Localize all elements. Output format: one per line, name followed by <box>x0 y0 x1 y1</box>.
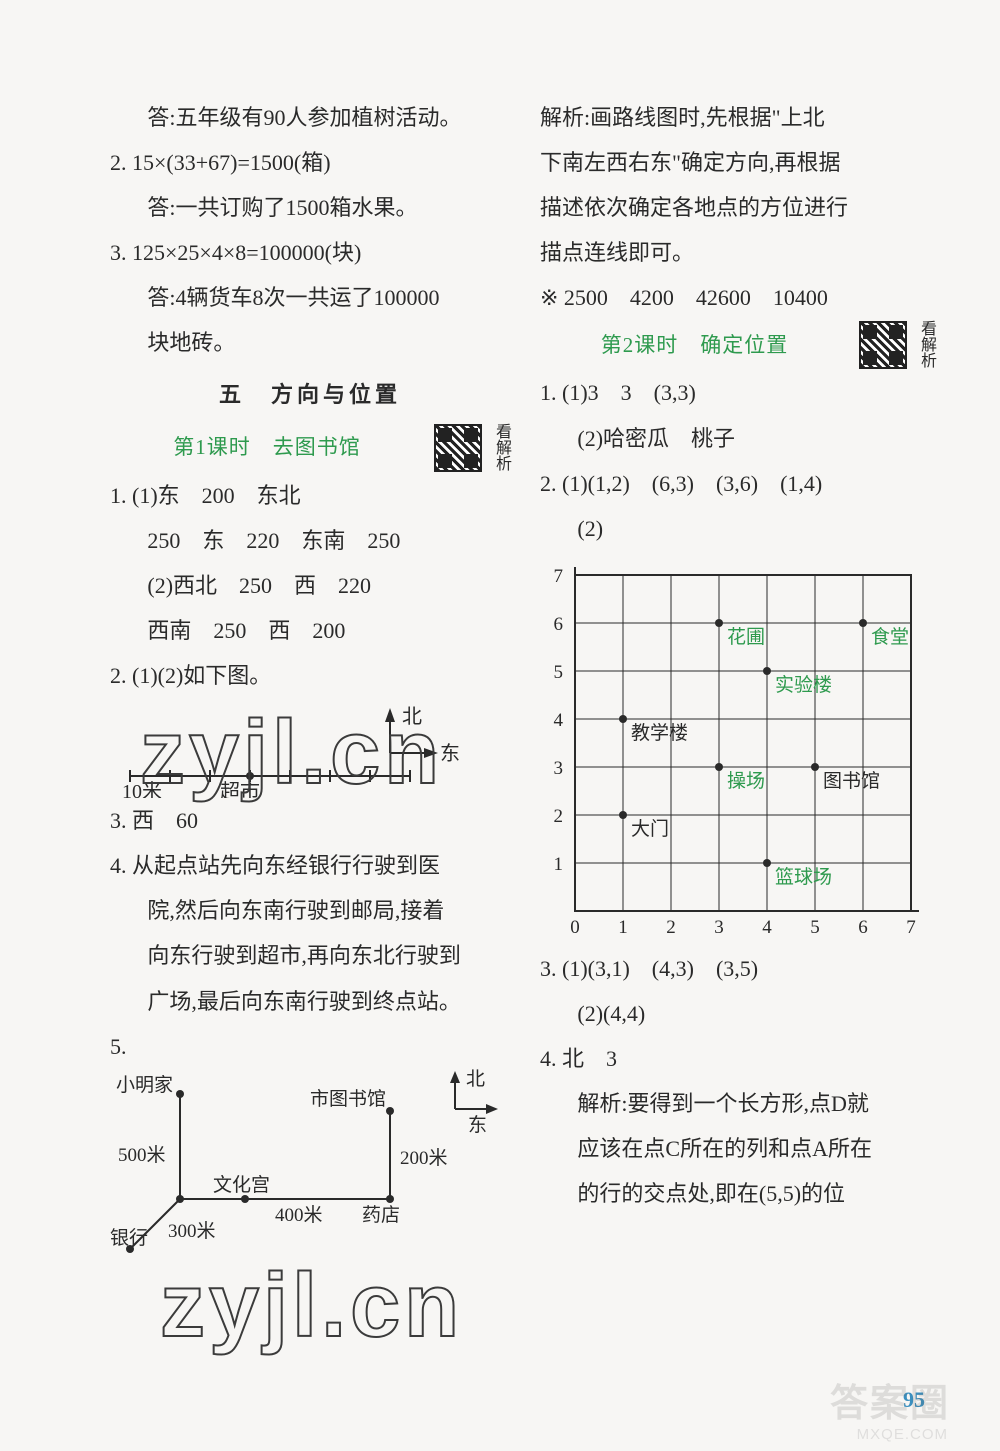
svg-text:7: 7 <box>906 917 916 938</box>
svg-text:1: 1 <box>554 854 564 875</box>
answer-line: 答:五年级有90人参加植树活动。 <box>110 95 510 140</box>
route-diagram: 北 东 小明家 市图书馆 文化宫 药店 银行 <box>110 1069 510 1269</box>
analysis-line: 解析:画路线图时,先根据"上北 <box>540 95 935 140</box>
lesson-2-header: 第2课时 确定位置 看解析 <box>540 320 935 370</box>
svg-text:花圃: 花圃 <box>727 626 765 648</box>
analysis-line: 的行的交点处,即在(5,5)的位 <box>540 1171 935 1216</box>
dist-500: 500米 <box>118 1144 166 1166</box>
question-5: 5. <box>110 1024 510 1069</box>
svg-text:篮球场: 篮球场 <box>775 866 832 888</box>
analysis-line: 应该在点C所在的列和点A所在 <box>540 1126 935 1171</box>
analysis-line: 描点连线即可。 <box>540 230 935 275</box>
question-4-line: 向东行驶到超市,再向东北行驶到 <box>110 933 510 978</box>
question-1-1: 1. (1)东 200 东北 <box>110 473 510 518</box>
svg-text:6: 6 <box>858 917 868 938</box>
lesson-2-title: 第2课时 确定位置 <box>540 324 849 367</box>
svg-text:图书馆: 图书馆 <box>823 770 880 792</box>
r-question-3-1: 3. (1)(3,1) (4,3) (3,5) <box>540 946 935 991</box>
pharmacy-label: 药店 <box>362 1204 400 1226</box>
svg-text:2: 2 <box>554 806 564 827</box>
svg-text:操场: 操场 <box>727 770 765 792</box>
north-label: 北 <box>402 705 422 728</box>
r-question-2-1: 2. (1)(1,2) (6,3) (3,6) (1,4) <box>540 461 935 506</box>
analysis-line: 描述依次确定各地点的方位进行 <box>540 185 935 230</box>
problem-2: 2. 15×(33+67)=1500(箱) <box>110 140 510 185</box>
coordinate-grid: 0 1 2 3 4 5 6 7 1 2 3 4 5 6 7 花圃 食堂实验楼教学楼操场 图书馆大门篮球场 <box>540 551 935 946</box>
svg-text:教学楼: 教学楼 <box>631 722 688 744</box>
qr-code-icon <box>434 424 482 472</box>
qr-label: 看解析 <box>492 423 510 473</box>
svg-text:5: 5 <box>810 917 820 938</box>
svg-text:0: 0 <box>570 917 580 938</box>
answer-line: 答:一共订购了1500箱水果。 <box>110 185 510 230</box>
svg-text:4: 4 <box>554 710 564 731</box>
svg-text:1: 1 <box>618 917 628 938</box>
svg-text:6: 6 <box>554 614 564 635</box>
answer-line: 块地砖。 <box>110 320 510 365</box>
east-label: 东 <box>440 742 460 765</box>
stamp-url: MXQE.COM <box>857 1426 948 1443</box>
library-label: 市图书馆 <box>310 1088 386 1110</box>
r-question-1-1: 1. (1)3 3 (3,3) <box>540 370 935 415</box>
culture-label: 文化宫 <box>213 1174 270 1196</box>
north-label: 北 <box>466 1069 485 1090</box>
chapter-title: 五 方向与位置 <box>110 372 510 417</box>
svg-text:食堂: 食堂 <box>871 626 909 648</box>
right-column: 解析:画路线图时,先根据"上北 下南左西右东"确定方向,再根据 描述依次确定各地… <box>540 95 935 1381</box>
answer-line: 答:4辆货车8次一共运了100000 <box>110 275 510 320</box>
question-1-2: (2)西北 250 西 220 <box>110 563 510 608</box>
analysis-line: 下南左西右东"确定方向,再根据 <box>540 140 935 185</box>
east-label: 东 <box>468 1114 487 1136</box>
dist-200: 200米 <box>400 1147 448 1169</box>
qr-label: 看解析 <box>917 320 935 370</box>
svg-text:7: 7 <box>554 566 564 587</box>
problem-3: 3. 125×25×4×8=100000(块) <box>110 230 510 275</box>
question-4-line: 院,然后向东南行驶到邮局,接着 <box>110 888 510 933</box>
lesson-header: 第1课时 去图书馆 看解析 <box>110 423 510 473</box>
diagram-compass-1: 10米 超市 北 东 <box>110 698 480 798</box>
question-1-line: 西南 250 西 200 <box>110 608 510 653</box>
left-column: 答:五年级有90人参加植树活动。 2. 15×(33+67)=1500(箱) 答… <box>110 95 510 1381</box>
qr-code-icon <box>859 321 907 369</box>
scale-label: 10米 <box>122 780 162 798</box>
home-label: 小明家 <box>116 1074 173 1096</box>
analysis-line: 解析:要得到一个长方形,点D就 <box>540 1081 935 1126</box>
dist-300: 300米 <box>168 1220 216 1242</box>
svg-text:4: 4 <box>762 917 772 938</box>
svg-text:2: 2 <box>666 917 676 938</box>
r-question-4: 4. 北 3 <box>540 1036 935 1081</box>
r-question-3-2: (2)(4,4) <box>540 991 935 1036</box>
svg-text:5: 5 <box>554 662 564 683</box>
dist-400: 400米 <box>275 1204 323 1226</box>
question-2: 2. (1)(2)如下图。 <box>110 653 510 698</box>
star-answers: ※ 2500 4200 42600 10400 <box>540 275 935 320</box>
svg-text:实验楼: 实验楼 <box>775 674 832 696</box>
svg-text:大门: 大门 <box>631 818 669 840</box>
svg-text:3: 3 <box>554 758 564 779</box>
svg-text:3: 3 <box>714 917 724 938</box>
question-1-line: 250 东 220 东南 250 <box>110 518 510 563</box>
lesson-1-title: 第1课时 去图书馆 <box>110 426 424 469</box>
r-question-1-2: (2)哈密瓜 桃子 <box>540 416 935 461</box>
question-4-line: 广场,最后向东南行驶到终点站。 <box>110 979 510 1024</box>
question-4: 4. 从起点站先向东经银行行驶到医 <box>110 843 510 888</box>
page-content: 答:五年级有90人参加植树活动。 2. 15×(33+67)=1500(箱) 答… <box>110 95 930 1381</box>
stamp-logo: 答案圈 <box>820 1369 960 1429</box>
supermarket-label: 超市 <box>220 780 260 798</box>
question-3: 3. 西 60 <box>110 798 510 843</box>
r-question-2-2: (2) <box>540 506 935 551</box>
